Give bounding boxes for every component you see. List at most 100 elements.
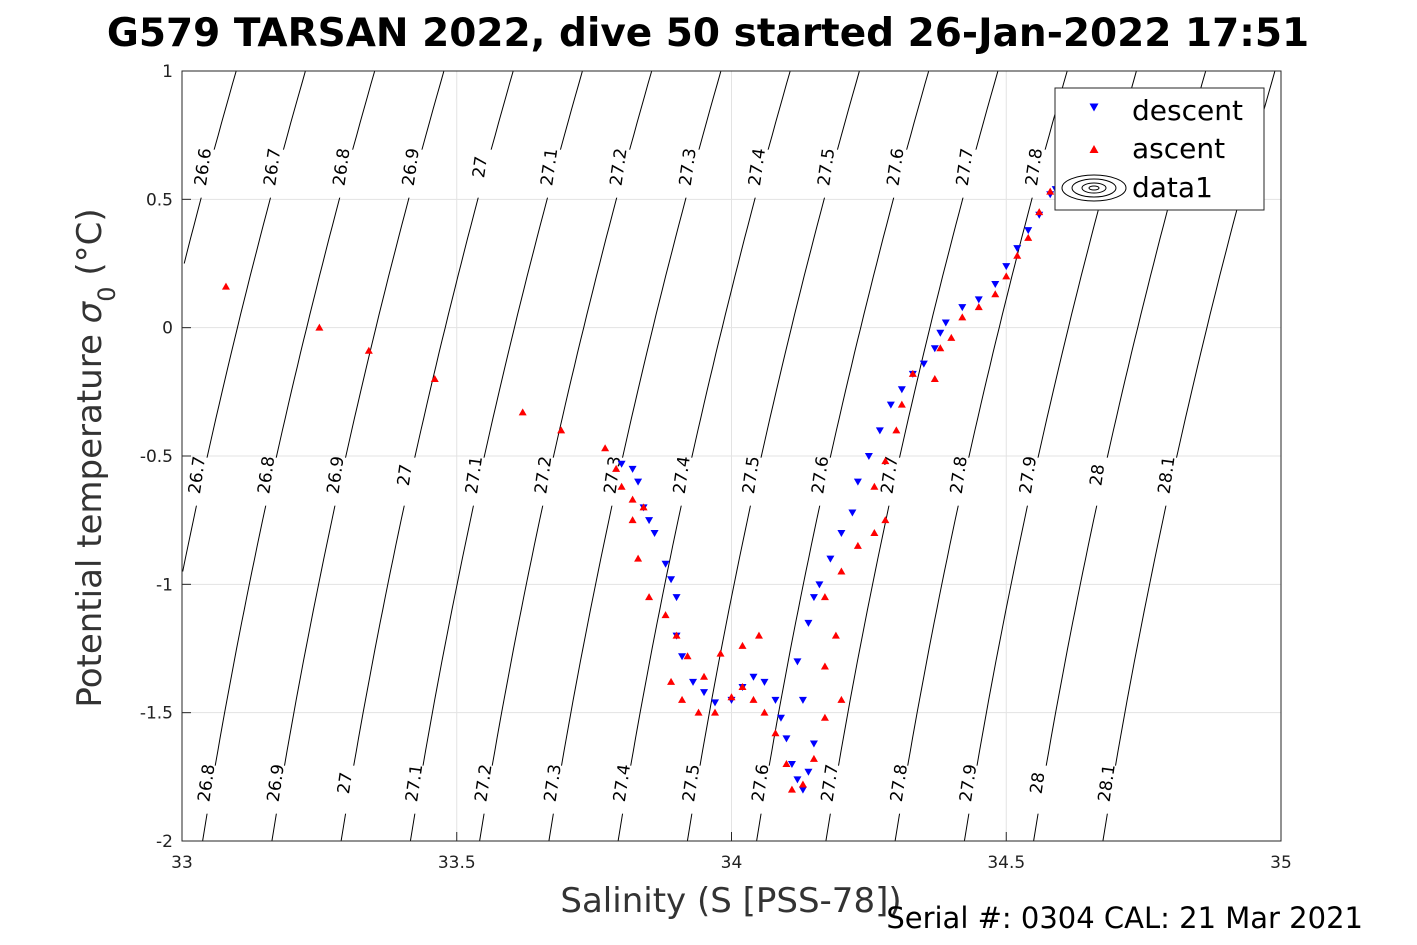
ascent-point (1046, 187, 1055, 195)
descent-point (617, 460, 626, 468)
x-tick-label: 34.5 (987, 853, 1025, 873)
contour-label-background (814, 457, 835, 506)
contour-label-background (270, 765, 291, 814)
descent-point (853, 478, 862, 486)
contour-label-background (1032, 765, 1053, 814)
ascent-point (809, 754, 818, 762)
descent-point (782, 735, 791, 743)
ascent-point (612, 464, 621, 472)
descent-point (809, 740, 818, 748)
descent-point (826, 555, 835, 563)
contour-label-background (474, 149, 495, 198)
descent-point (930, 345, 939, 353)
ascent-point (430, 375, 439, 382)
contour-label-background (682, 149, 703, 198)
ascent-point (760, 708, 769, 716)
descent-point (689, 678, 698, 686)
descent-point (798, 696, 807, 704)
contour-line (548, 70, 722, 842)
descent-point (678, 653, 687, 661)
y-tick-label: -1 (156, 575, 173, 595)
ascent-point (771, 729, 780, 737)
contour-label-background (266, 149, 287, 198)
ascent-point (315, 323, 324, 331)
descent-point (700, 689, 709, 697)
descent-point (804, 619, 813, 627)
contour-line (340, 70, 514, 842)
contour-label-background (613, 149, 634, 198)
ascent-point (1013, 251, 1022, 259)
contour-label-background (408, 765, 429, 814)
ascent-point (1002, 272, 1011, 280)
descent-point (793, 658, 802, 666)
descent-point (628, 465, 637, 473)
ascent-point (661, 611, 670, 619)
descent-point (771, 696, 780, 704)
contour-label-background (685, 765, 706, 814)
ascent-point (711, 708, 720, 716)
descent-point (672, 594, 681, 602)
chart-title: G579 TARSAN 2022, dive 50 started 26-Jan… (107, 11, 1309, 56)
ascent-point (870, 529, 879, 536)
x-tick-label: 34 (721, 853, 743, 873)
contour-label-background (1101, 765, 1122, 814)
descent-point (941, 319, 950, 327)
contour-label: 27 (394, 463, 417, 487)
legend-contour-label: data1 (1132, 171, 1213, 204)
x-tick-label: 35 (1270, 853, 1292, 873)
contour-label-background (962, 765, 983, 814)
ascent-point (601, 444, 610, 452)
ascent-point (672, 631, 681, 639)
contour-label-background (336, 149, 357, 198)
contour-label-background (191, 457, 212, 506)
ascent-point (974, 303, 983, 311)
ascent-point (221, 282, 230, 290)
ascent-point (958, 313, 967, 321)
contour-line (409, 70, 583, 842)
contour-line (825, 70, 999, 842)
ascent-point (639, 503, 648, 511)
legend-ascent-label: ascent (1132, 132, 1225, 165)
ascent-point (364, 346, 373, 354)
descent-point (958, 304, 967, 312)
axis-ticks: 33 33.5 34 34.5 35 -2 -1.5 -1 -0.5 0 0.5 1 (140, 62, 1292, 873)
data-points (221, 186, 1060, 794)
y-tick-label: 0.5 (146, 190, 173, 210)
ascent-point (930, 375, 939, 382)
ascent-point (908, 369, 917, 377)
ascent-point (694, 708, 703, 716)
legend-descent-label: descent (1132, 94, 1243, 127)
ascent-point (870, 482, 879, 490)
contour-label-background (201, 765, 222, 814)
ascent-point (881, 457, 890, 465)
ascent-point (936, 344, 945, 352)
contour-label-background (537, 457, 558, 506)
descent-point (645, 517, 654, 525)
descent-point (711, 699, 720, 707)
contour-label-background (468, 457, 489, 506)
contour-label-background (953, 457, 974, 506)
contour-label-background (1161, 457, 1182, 506)
ascent-point (667, 677, 676, 685)
descent-point (936, 329, 945, 337)
descent-point (804, 768, 813, 776)
ascent-point (881, 516, 890, 524)
ascent-point (738, 641, 747, 649)
ascent-point (727, 693, 736, 701)
contour-label-background (745, 457, 766, 506)
ascent-point (831, 631, 840, 639)
descent-point (848, 509, 857, 517)
descent-point (776, 714, 785, 722)
ascent-point (754, 631, 763, 639)
contour-label-background (1028, 149, 1049, 198)
contour-label-background (884, 457, 905, 506)
contour-line (894, 70, 1068, 842)
x-tick-label: 33.5 (438, 853, 476, 873)
contour-label-background (676, 457, 697, 506)
descent-point (919, 360, 928, 368)
contour-label-background (820, 149, 841, 198)
descent-point (634, 478, 643, 486)
ascent-point (991, 290, 1000, 298)
ascent-point (716, 649, 725, 657)
